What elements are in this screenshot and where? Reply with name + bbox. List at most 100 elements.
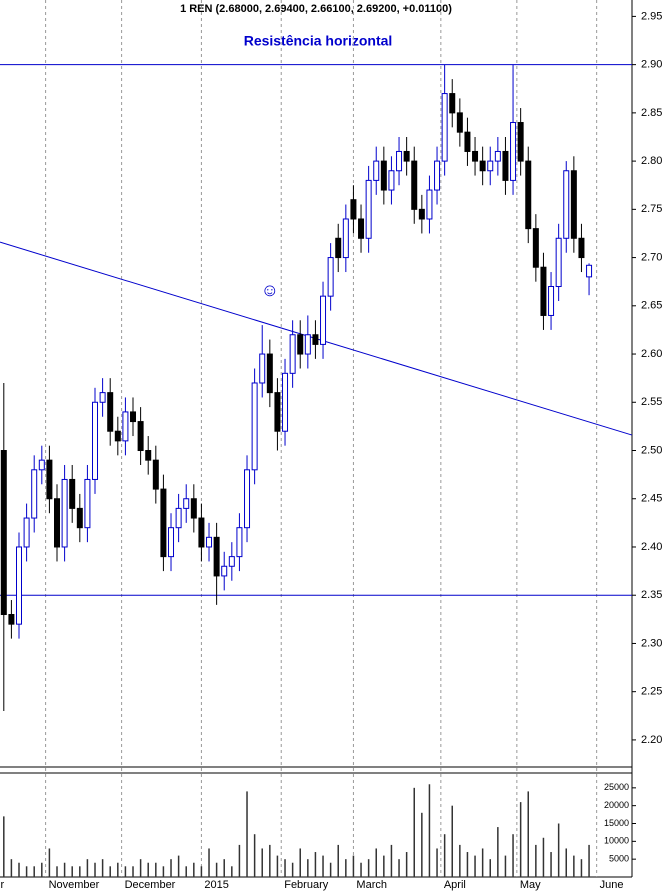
volume-bar xyxy=(390,844,393,877)
candle-body xyxy=(525,160,532,230)
x-tick-label: February xyxy=(284,879,329,891)
volume-bar xyxy=(535,844,537,877)
candle-body xyxy=(145,450,152,461)
candle-body xyxy=(517,122,524,162)
y-tick-label: 2.20 xyxy=(641,734,662,746)
candle-body xyxy=(175,507,182,529)
candle-body xyxy=(137,421,144,452)
candle-body xyxy=(206,536,213,548)
y-tick-label: 2.80 xyxy=(641,155,662,167)
candle-body xyxy=(266,353,273,394)
volume-bar xyxy=(307,859,309,877)
volume-bar xyxy=(291,862,294,877)
y-tick-label: 15000 xyxy=(604,818,629,828)
volume-bar xyxy=(276,855,279,877)
candle-body xyxy=(38,459,45,471)
volume-bar xyxy=(497,827,499,877)
volume-bar xyxy=(101,859,104,877)
candle-body xyxy=(358,218,365,239)
volume-bar xyxy=(33,866,35,877)
candle-body xyxy=(327,257,334,297)
volume-bar xyxy=(246,791,248,877)
candle-body xyxy=(380,160,387,191)
candle-body xyxy=(411,160,418,210)
y-tick-label: 2.85 xyxy=(641,107,662,119)
candle-body xyxy=(152,459,159,490)
candle-body xyxy=(388,170,395,191)
candle-body xyxy=(555,237,562,288)
volume-bar xyxy=(588,844,590,877)
candle-body xyxy=(449,93,456,114)
volume-bar xyxy=(132,866,134,877)
volume-bar xyxy=(314,852,317,877)
candle-body xyxy=(548,286,555,316)
y-tick-label: 20000 xyxy=(604,800,629,810)
candle-body xyxy=(304,334,311,355)
volume-bar xyxy=(542,837,545,877)
candle-body xyxy=(510,122,517,181)
volume-bar xyxy=(41,862,43,877)
y-tick-label: 2.45 xyxy=(641,493,662,505)
candle-body xyxy=(213,536,220,577)
volume-bar xyxy=(223,859,225,877)
y-tick-label: 2.40 xyxy=(641,541,662,553)
candle-body xyxy=(342,218,349,259)
volume-bar xyxy=(421,812,423,877)
volume-bar xyxy=(489,859,491,877)
candle-body xyxy=(418,208,425,220)
candle-body xyxy=(76,507,83,529)
volume-bar xyxy=(109,866,111,877)
candle-body xyxy=(84,478,91,529)
volume-bar xyxy=(25,866,28,877)
volume-bar xyxy=(261,848,263,877)
volume-bar xyxy=(79,866,81,877)
x-tick-label: June xyxy=(600,879,624,891)
x-tick-label: November xyxy=(49,879,100,891)
candle-body xyxy=(274,392,281,432)
volume-bar xyxy=(580,859,583,877)
candle-body xyxy=(578,237,585,259)
candle-body xyxy=(464,131,471,152)
y-tick-label: 2.55 xyxy=(641,396,662,408)
volume-bar xyxy=(215,862,218,877)
y-tick-label: 2.90 xyxy=(641,59,662,71)
candle-body xyxy=(365,179,372,239)
volume-bar xyxy=(162,866,165,877)
candle-body xyxy=(0,450,7,616)
volume-bar xyxy=(200,866,203,877)
volume-bar xyxy=(63,862,66,877)
volume-bar xyxy=(398,859,400,877)
candle-body xyxy=(190,498,197,519)
candle-body xyxy=(228,556,235,567)
candle-body xyxy=(160,488,167,558)
volume-bar xyxy=(405,852,408,877)
x-tick-label: 2015 xyxy=(204,879,228,891)
candle-body xyxy=(107,392,114,432)
candle-body xyxy=(373,160,380,181)
chart-title: 1 REN (2.68000, 2.69400, 2.66100, 2.6920… xyxy=(180,3,452,15)
y-tick-label: 2.50 xyxy=(641,444,662,456)
y-tick-label: 2.65 xyxy=(641,300,662,312)
candle-body xyxy=(297,334,304,355)
candle-body xyxy=(183,498,190,509)
y-tick-label: 10000 xyxy=(604,836,629,846)
candle-body xyxy=(16,546,23,625)
volume-bar xyxy=(557,823,560,877)
y-tick-label: 2.30 xyxy=(641,637,662,649)
candle-body xyxy=(472,150,479,162)
x-tick-label: April xyxy=(444,879,466,891)
y-tick-label: 2.35 xyxy=(641,589,662,601)
volume-bar xyxy=(117,862,119,877)
candle-body xyxy=(563,170,570,239)
y-tick-label: 2.75 xyxy=(641,203,662,215)
volume-bar xyxy=(512,834,514,877)
candle-body xyxy=(122,411,129,442)
volume-bar xyxy=(238,844,241,877)
volume-bar xyxy=(459,844,461,877)
volume-bar xyxy=(550,852,552,877)
volume-bar xyxy=(48,848,51,877)
volume-bar xyxy=(573,855,575,877)
volume-bar xyxy=(527,791,530,877)
volume-bar xyxy=(565,848,568,877)
